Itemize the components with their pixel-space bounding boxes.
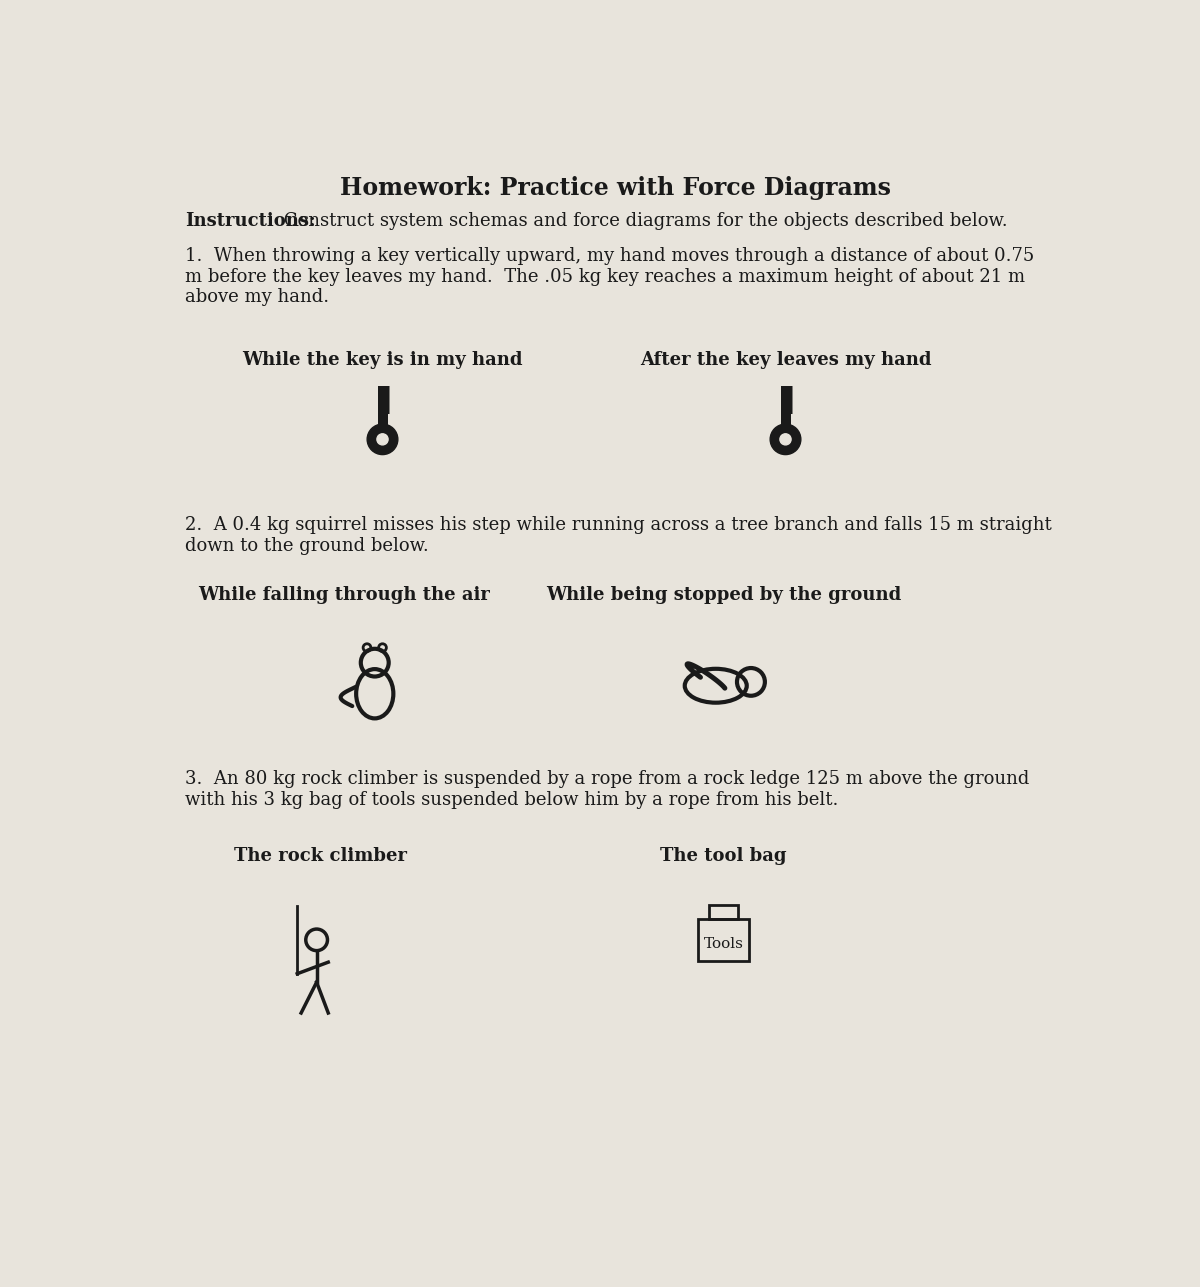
Circle shape <box>377 434 388 445</box>
Text: 1.  When throwing a key vertically upward, my hand moves through a distance of a: 1. When throwing a key vertically upward… <box>185 247 1034 306</box>
Text: Instructions:: Instructions: <box>185 212 316 230</box>
Bar <box>709 905 738 919</box>
Circle shape <box>367 425 398 454</box>
Circle shape <box>770 425 800 454</box>
Text: After the key leaves my hand: After the key leaves my hand <box>640 351 931 369</box>
Text: While the key is in my hand: While the key is in my hand <box>242 351 523 369</box>
Text: Homework: Practice with Force Diagrams: Homework: Practice with Force Diagrams <box>340 176 890 199</box>
Text: While falling through the air: While falling through the air <box>198 586 490 604</box>
Text: The rock climber: The rock climber <box>234 847 407 865</box>
Text: 2.  A 0.4 kg squirrel misses his step while running across a tree branch and fal: 2. A 0.4 kg squirrel misses his step whi… <box>185 516 1051 555</box>
Text: Tools: Tools <box>703 937 744 951</box>
Text: 3.  An 80 kg rock climber is suspended by a rope from a rock ledge 125 m above t: 3. An 80 kg rock climber is suspended by… <box>185 771 1030 810</box>
Text: The tool bag: The tool bag <box>660 847 787 865</box>
Circle shape <box>780 434 791 445</box>
Text: Construct system schemas and force diagrams for the objects described below.: Construct system schemas and force diagr… <box>278 212 1008 230</box>
Bar <box>698 919 749 961</box>
Text: While being stopped by the ground: While being stopped by the ground <box>546 586 901 604</box>
